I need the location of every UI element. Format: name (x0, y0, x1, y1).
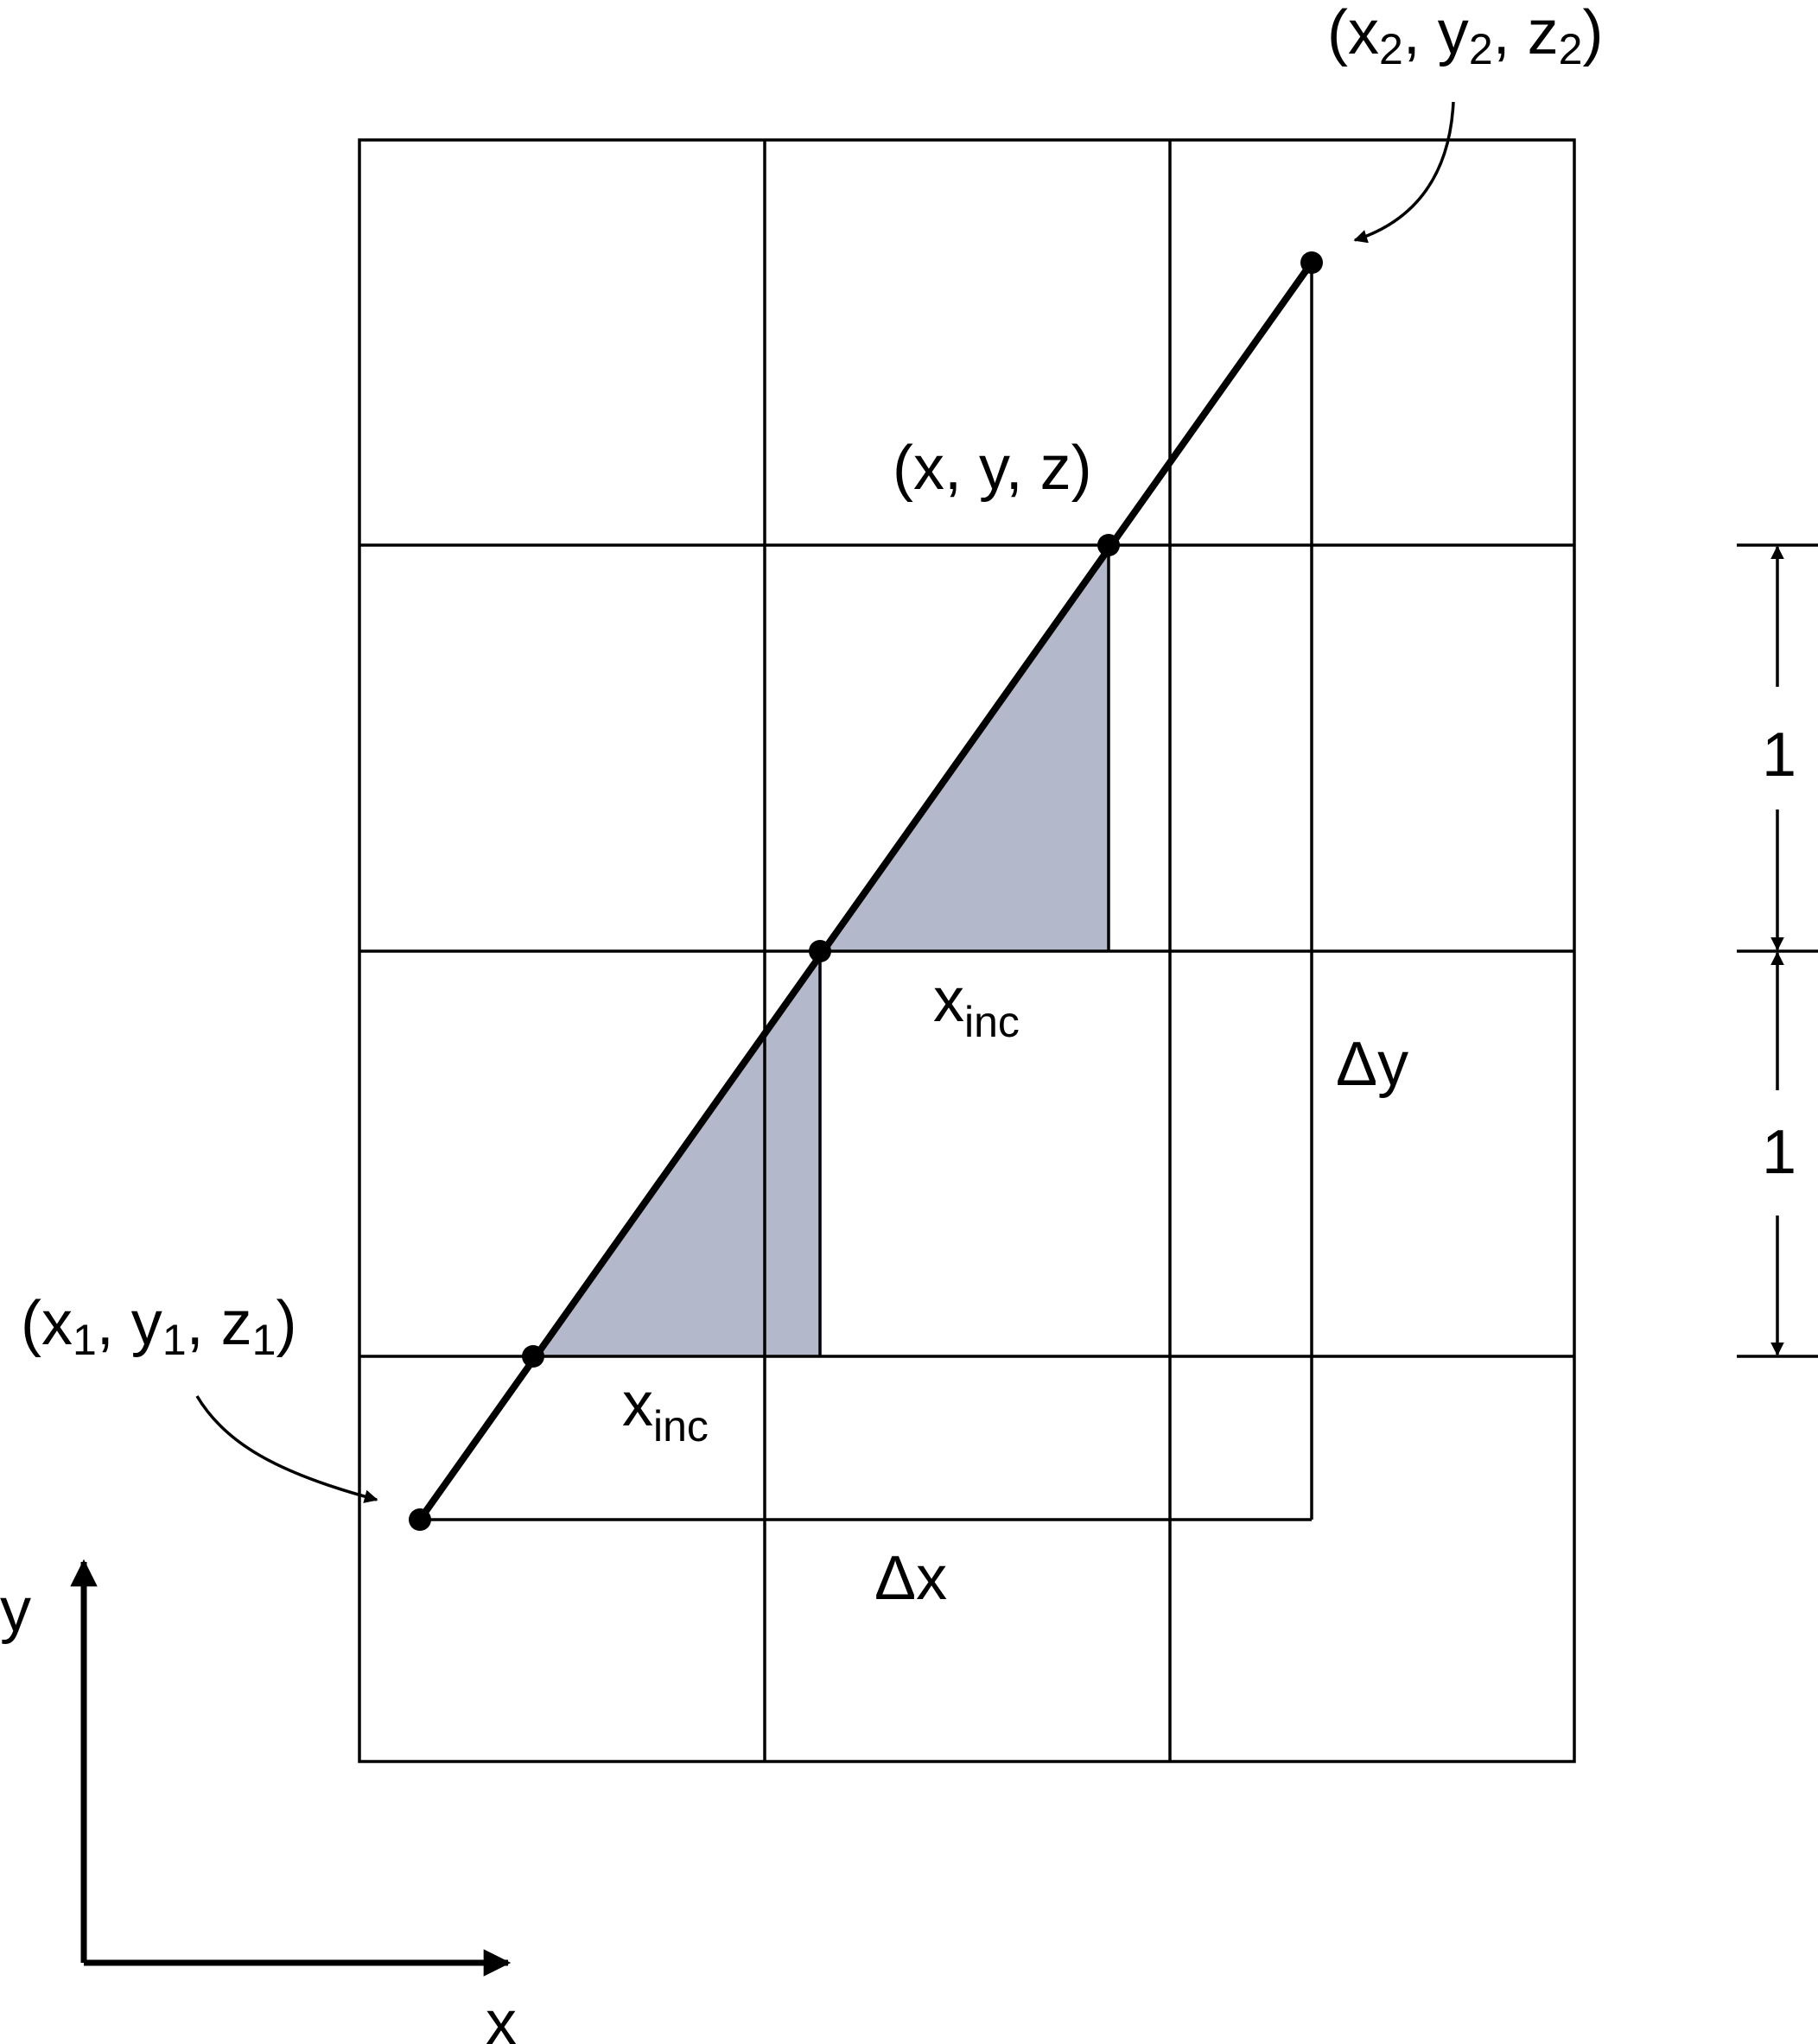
y-axis-label: y (0, 1576, 31, 1645)
unit-lower-label: 1 (1762, 1118, 1796, 1187)
unit-upper-label: 1 (1762, 720, 1796, 790)
start-point-label: (x1, y1, z1) (21, 1289, 296, 1364)
end-point-callout-arrow (1353, 101, 1455, 244)
xinc-lower-label: xinc (622, 1370, 709, 1450)
mid-point-label: (x, y, z) (893, 434, 1092, 503)
x-axis-label: x (486, 1989, 517, 2044)
grid (358, 138, 1576, 1763)
traversal-line (416, 259, 1315, 1523)
delta-y-label: Δy (1336, 1030, 1408, 1099)
delta-guides (420, 263, 1313, 1521)
start-point-dot (409, 1508, 431, 1531)
xinc-upper-label: xinc (933, 966, 1020, 1046)
lower-crossing-dot (522, 1345, 544, 1368)
unit-dimensions (1737, 543, 1818, 1358)
crossing-point-dot (809, 940, 831, 962)
mid-point-dot (1097, 534, 1120, 556)
axes (70, 1558, 512, 1977)
start-point-callout-arrow (195, 1395, 378, 1503)
end-point-label: (x2, y2, z2) (1327, 0, 1603, 73)
end-point-dot (1300, 251, 1323, 274)
delta-x-label: Δx (874, 1544, 947, 1613)
